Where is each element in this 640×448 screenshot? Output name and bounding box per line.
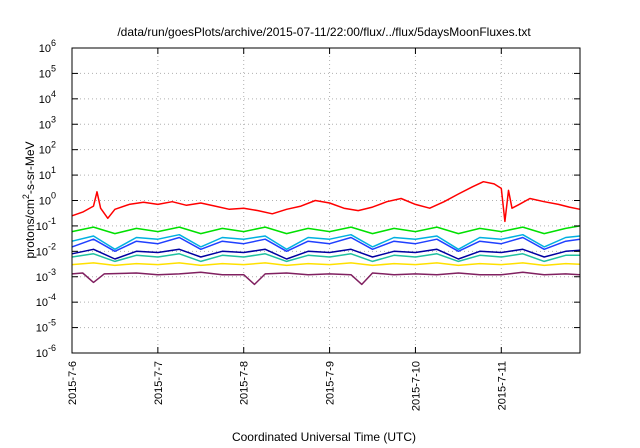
x-tick-label: 2015-7-7 <box>153 361 165 405</box>
y-tick-label: 101 <box>39 165 56 182</box>
y-tick-label: 103 <box>39 114 56 131</box>
x-tick-label: 2015-7-9 <box>325 361 337 405</box>
x-tick-label: 2015-7-8 <box>239 361 251 405</box>
y-tick-label: 10-5 <box>36 318 56 335</box>
series-line-1 <box>71 180 581 223</box>
series-lines <box>71 180 581 286</box>
y-ticks: 10-6 10-5 10-4 10-3 10-2 10-1 100 101 102 103 104 1… <box>36 38 580 360</box>
y-axis-label: protons/cm2-s-sr-MeV <box>21 141 37 258</box>
y-tick-label: 10-2 <box>36 241 56 258</box>
series-line-4 <box>71 236 581 253</box>
x-ticks: 2015-7-6 2015-7-7 2015-7-8 2015-7-9 2015-7-1… <box>67 48 508 411</box>
chart-title: /data/run/goesPlots/archive/2015-07-11/2… <box>117 25 531 39</box>
x-tick-label: 2015-7-6 <box>67 361 79 405</box>
x-tick-label: 2015-7-11 <box>496 361 508 410</box>
y-tick-label: 102 <box>39 140 56 157</box>
y-tick-label: 10-6 <box>36 343 56 360</box>
y-tick-label: 10-3 <box>36 267 56 284</box>
x-axis-label: Coordinated Universal Time (UTC) <box>232 430 416 444</box>
series-line-5 <box>71 248 581 260</box>
series-line-2 <box>71 225 581 235</box>
y-tick-label: 106 <box>39 38 56 55</box>
grid-lines <box>71 47 580 354</box>
series-line-8 <box>71 271 581 286</box>
series-line-7 <box>71 262 581 267</box>
series-line-3 <box>71 233 581 251</box>
y-tick-label: 100 <box>39 191 56 208</box>
x-tick-label: 2015-7-10 <box>410 361 422 411</box>
y-tick-label: 105 <box>39 63 56 80</box>
y-tick-label: 10-4 <box>36 292 56 309</box>
series-line-6 <box>71 253 580 263</box>
y-tick-label: 104 <box>39 89 56 106</box>
y-tick-label: 10-1 <box>36 216 56 233</box>
